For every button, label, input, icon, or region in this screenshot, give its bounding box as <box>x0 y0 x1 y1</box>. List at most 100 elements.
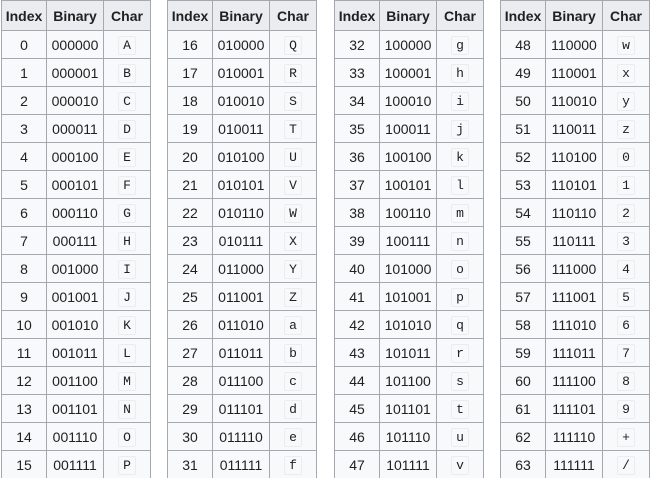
table-row: 51 110011 z <box>500 114 650 143</box>
table-row: 1 000001 B <box>1 58 151 87</box>
index-cell: 51 <box>500 114 546 143</box>
table-row: 2 000010 C <box>1 86 151 115</box>
char-cell: 9 <box>602 394 650 423</box>
binary-cell: 100110 <box>379 198 437 227</box>
table-row: 30 011110 e <box>167 422 317 451</box>
binary-cell: 010000 <box>212 30 270 59</box>
table-row: 61 111101 9 <box>500 394 650 423</box>
binary-cell: 100000 <box>379 30 437 59</box>
table-row: 14 001110 O <box>1 422 151 451</box>
index-cell: 6 <box>1 198 47 227</box>
table-row: 8 001000 I <box>1 254 151 283</box>
char-code: y <box>617 92 635 111</box>
char-cell: J <box>103 282 151 311</box>
table-row: 25 011001 Z <box>167 282 317 311</box>
table-row: 20 010100 U <box>167 142 317 171</box>
char-cell: Z <box>269 282 317 311</box>
char-code: g <box>451 36 469 55</box>
binary-cell: 010010 <box>212 86 270 115</box>
char-code: U <box>284 148 302 167</box>
table-row: 40 101000 o <box>334 254 484 283</box>
header-cell: Char <box>103 0 151 31</box>
binary-cell: 111101 <box>545 394 603 423</box>
table-row: 41 101001 p <box>334 282 484 311</box>
char-code: h <box>451 64 469 83</box>
index-cell: 38 <box>334 198 380 227</box>
binary-cell: 101110 <box>379 422 437 451</box>
char-cell: 4 <box>602 254 650 283</box>
index-cell: 49 <box>500 58 546 87</box>
char-code: 6 <box>617 316 635 335</box>
char-cell: F <box>103 170 151 199</box>
index-cell: 21 <box>167 170 213 199</box>
header-row: Index Binary Char <box>334 0 484 31</box>
index-cell: 31 <box>167 450 213 478</box>
index-cell: 14 <box>1 422 47 451</box>
binary-cell: 101000 <box>379 254 437 283</box>
header-cell: Index <box>334 0 380 31</box>
binary-cell: 011101 <box>212 394 270 423</box>
char-cell: c <box>269 366 317 395</box>
char-cell: D <box>103 114 151 143</box>
index-cell: 47 <box>334 450 380 478</box>
index-cell: 24 <box>167 254 213 283</box>
index-cell: 27 <box>167 338 213 367</box>
char-code: 5 <box>617 288 635 307</box>
char-cell: 3 <box>602 226 650 255</box>
index-cell: 7 <box>1 226 47 255</box>
char-cell: X <box>269 226 317 255</box>
char-code: b <box>284 344 302 363</box>
char-code: t <box>451 400 469 419</box>
char-cell: n <box>436 226 484 255</box>
table-row: 21 010101 V <box>167 170 317 199</box>
char-cell: 5 <box>602 282 650 311</box>
binary-cell: 111000 <box>545 254 603 283</box>
binary-cell: 111011 <box>545 338 603 367</box>
index-cell: 26 <box>167 310 213 339</box>
header-cell: Char <box>602 0 650 31</box>
index-cell: 57 <box>500 282 546 311</box>
char-cell: S <box>269 86 317 115</box>
char-cell: H <box>103 226 151 255</box>
binary-cell: 110111 <box>545 226 603 255</box>
header-cell: Binary <box>379 0 437 31</box>
binary-cell: 111100 <box>545 366 603 395</box>
char-code: d <box>284 400 302 419</box>
char-code: 0 <box>617 148 635 167</box>
index-cell: 1 <box>1 58 47 87</box>
header-cell: Index <box>500 0 546 31</box>
table-row: 11 001011 L <box>1 338 151 367</box>
char-cell: b <box>269 338 317 367</box>
binary-cell: 100001 <box>379 58 437 87</box>
char-cell: T <box>269 114 317 143</box>
index-cell: 46 <box>334 422 380 451</box>
binary-cell: 100111 <box>379 226 437 255</box>
index-cell: 4 <box>1 142 47 171</box>
table-row: 56 111000 4 <box>500 254 650 283</box>
char-cell: v <box>436 450 484 478</box>
char-cell: 8 <box>602 366 650 395</box>
char-code: H <box>118 232 136 251</box>
index-cell: 18 <box>167 86 213 115</box>
binary-cell: 010110 <box>212 198 270 227</box>
char-cell: z <box>602 114 650 143</box>
char-code: V <box>284 176 302 195</box>
binary-cell: 100010 <box>379 86 437 115</box>
char-code: 9 <box>617 400 635 419</box>
table-row: 33 100001 h <box>334 58 484 87</box>
index-cell: 35 <box>334 114 380 143</box>
char-code: Z <box>284 288 302 307</box>
base64-table: Index Binary Char 48 110000 w 49 110001 x 50 11001… <box>500 0 650 478</box>
binary-cell: 000001 <box>46 58 104 87</box>
char-code: m <box>451 204 469 223</box>
binary-cell: 000010 <box>46 86 104 115</box>
binary-cell: 111110 <box>545 422 603 451</box>
table-row: 22 010110 W <box>167 198 317 227</box>
char-code: r <box>451 344 469 363</box>
char-cell: 6 <box>602 310 650 339</box>
table-row: 31 011111 f <box>167 450 317 478</box>
table-row: 32 100000 g <box>334 30 484 59</box>
char-code: F <box>118 176 136 195</box>
char-cell: Q <box>269 30 317 59</box>
index-cell: 44 <box>334 366 380 395</box>
